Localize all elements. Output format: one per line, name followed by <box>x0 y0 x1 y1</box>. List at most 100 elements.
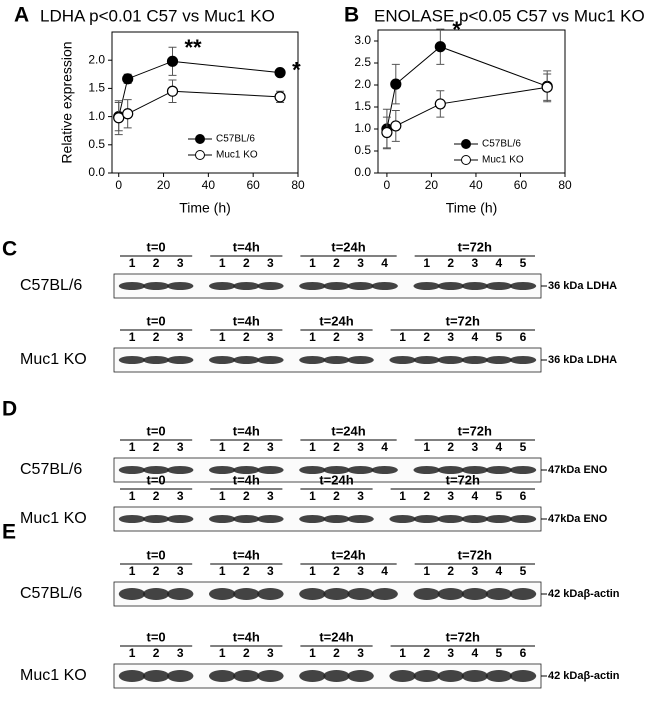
lane-label: 2 <box>243 646 250 660</box>
blot-band <box>461 466 489 474</box>
blot-band <box>437 588 465 600</box>
lane-label: 2 <box>423 330 430 344</box>
lane-label: 3 <box>177 440 184 454</box>
x-tick-label: 0 <box>115 178 122 192</box>
blot-band <box>142 356 170 364</box>
blot-band <box>371 588 398 600</box>
lane-label: 3 <box>267 646 274 660</box>
y-tick-label: 2.0 <box>354 77 371 91</box>
lane-label: 1 <box>129 256 136 270</box>
blot-band <box>347 466 374 474</box>
lane-label: 5 <box>496 330 503 344</box>
blot-band <box>509 670 537 682</box>
lane-label: 1 <box>399 646 406 660</box>
y-tick-label: 3.0 <box>354 33 371 47</box>
lane-label: 3 <box>267 440 274 454</box>
blot-band <box>413 588 440 600</box>
lane-label: 1 <box>423 440 430 454</box>
lane-label: 4 <box>471 489 478 503</box>
lane-label: 3 <box>357 256 364 270</box>
lane-label: 4 <box>496 564 503 578</box>
blot-band <box>142 466 170 474</box>
panel-letter: D <box>2 398 17 421</box>
blot-band <box>118 356 146 364</box>
y-tick-label: 0.5 <box>354 143 371 157</box>
data-point <box>381 126 393 139</box>
lane-label: 3 <box>471 440 478 454</box>
panel-letter: E <box>2 521 16 544</box>
blot-band <box>233 588 260 600</box>
blot-band <box>166 670 194 682</box>
blot-band <box>299 670 326 682</box>
blot-band <box>347 515 374 523</box>
blot-band <box>118 588 146 600</box>
y-tick-label: 0.0 <box>88 165 105 179</box>
blot-band <box>166 282 194 290</box>
blot-band <box>208 356 236 364</box>
lane-label: 2 <box>447 256 454 270</box>
blot-band <box>413 670 440 682</box>
legend-label: Muc1 KO <box>482 155 524 166</box>
blot-band <box>208 282 236 290</box>
lane-label: 3 <box>267 330 274 344</box>
timepoint-label: t=72h <box>458 239 492 254</box>
x-tick-label: 0 <box>384 178 391 192</box>
lane-label: 4 <box>471 330 478 344</box>
blot-band <box>509 282 537 290</box>
timepoint-label: t=72h <box>446 313 480 328</box>
lane-label: 2 <box>243 330 250 344</box>
blot-band <box>389 515 416 523</box>
lane-label: 3 <box>471 564 478 578</box>
lane-label: 3 <box>357 646 364 660</box>
lane-label: 5 <box>496 646 503 660</box>
marker-label: 36 kDa LDHA <box>548 280 617 292</box>
lane-label: 3 <box>267 564 274 578</box>
x-axis-label: Time (h) <box>446 200 498 216</box>
lane-label: 3 <box>177 256 184 270</box>
lane-label: 3 <box>177 489 184 503</box>
lane-label: 1 <box>309 564 316 578</box>
blot-band <box>208 515 236 523</box>
x-tick-label: 80 <box>558 178 572 192</box>
blot-band <box>347 356 374 364</box>
timepoint-label: t=24h <box>319 472 353 487</box>
timepoint-label: t=4h <box>233 629 260 644</box>
lane-label: 3 <box>267 256 274 270</box>
lane-label: 1 <box>423 564 430 578</box>
blot-band <box>509 356 537 364</box>
timepoint-label: t=0 <box>147 313 166 328</box>
lane-label: 2 <box>333 489 340 503</box>
lane-label: 1 <box>309 256 316 270</box>
lane-label: 2 <box>153 646 160 660</box>
timepoint-label: t=4h <box>233 313 260 328</box>
panel-letter: B <box>344 4 359 27</box>
timepoint-label: t=4h <box>233 547 260 562</box>
x-tick-label: 40 <box>202 178 216 192</box>
lane-label: 1 <box>309 489 316 503</box>
data-point <box>166 55 179 67</box>
blot-band <box>461 356 489 364</box>
data-point <box>274 67 286 79</box>
lane-label: 2 <box>423 489 430 503</box>
blot-band <box>389 356 416 364</box>
lane-label: 3 <box>357 489 364 503</box>
lane-label: 2 <box>333 330 340 344</box>
lane-label: 2 <box>153 489 160 503</box>
y-tick-label: 1.5 <box>88 81 105 95</box>
x-tick-label: 80 <box>291 178 305 192</box>
lane-label: 3 <box>471 256 478 270</box>
x-tick-label: 20 <box>425 178 439 192</box>
data-point <box>122 108 134 120</box>
lane-label: 2 <box>153 330 160 344</box>
strain-label: C57BL/6 <box>20 585 82 602</box>
series-line <box>118 90 281 119</box>
lane-label: 1 <box>399 489 406 503</box>
lane-label: 5 <box>496 489 503 503</box>
legend-marker <box>195 134 205 144</box>
lane-label: 2 <box>333 256 340 270</box>
series-line <box>118 60 281 117</box>
blot-band <box>347 282 374 290</box>
data-point <box>274 91 286 103</box>
lane-label: 3 <box>177 330 184 344</box>
